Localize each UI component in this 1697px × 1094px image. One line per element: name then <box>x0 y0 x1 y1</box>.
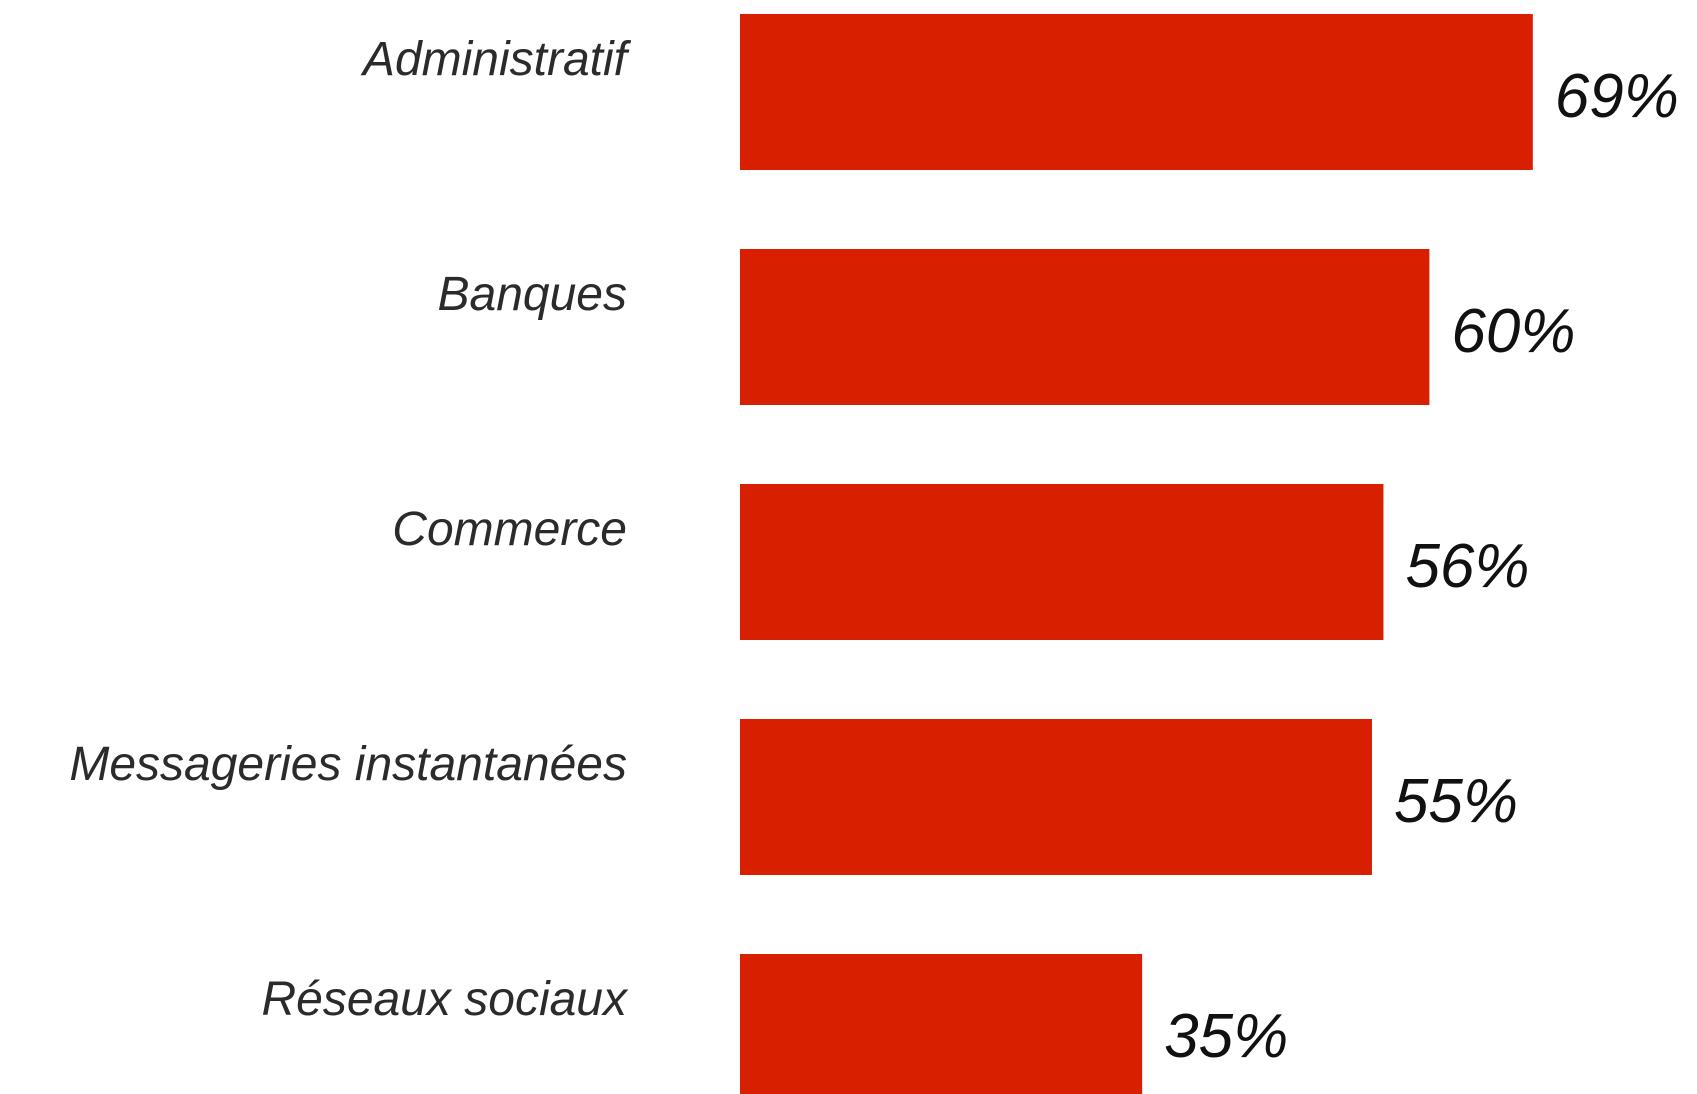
bar-1 <box>740 14 1533 170</box>
category-label-3: Commerce <box>392 503 627 556</box>
value-label-1: 69% <box>1555 62 1679 131</box>
labels-group: Administratif 69% Banques 60% Commerce 56% Mes… <box>69 33 1679 1071</box>
value-label-5: 35% <box>1164 1002 1288 1071</box>
value-label-3: 56% <box>1405 532 1529 601</box>
bar-4 <box>740 719 1372 875</box>
bar-3 <box>740 484 1384 640</box>
value-label-4: 55% <box>1394 767 1518 836</box>
category-label-4: Messageries instantanées <box>69 738 627 791</box>
bar-2 <box>740 249 1430 405</box>
bars-group <box>740 14 1533 1094</box>
category-label-2: Banques <box>438 268 628 321</box>
category-label-5: Réseaux sociaux <box>261 973 629 1026</box>
category-label-1: Administratif <box>360 33 632 86</box>
value-label-2: 60% <box>1451 297 1575 366</box>
bar-5 <box>740 954 1143 1094</box>
